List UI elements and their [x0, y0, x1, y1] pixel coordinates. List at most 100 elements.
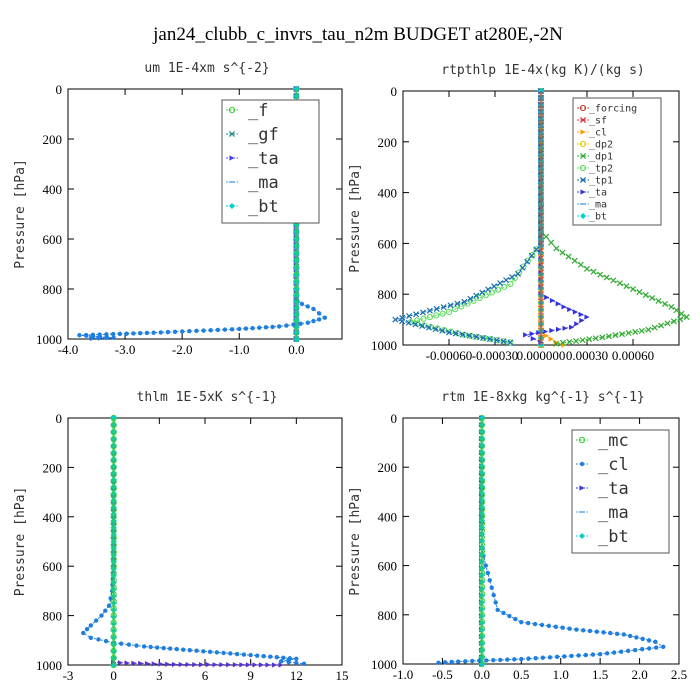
- x-tick-label: 1.5: [592, 667, 608, 682]
- series-tp2-marker: [524, 257, 531, 264]
- legend-label: _sf: [589, 116, 607, 127]
- series-unnamed-marker: [137, 331, 143, 336]
- series-tp1-marker: [426, 307, 433, 314]
- series-unnamed-marker: [311, 318, 316, 324]
- series-unnamed-marker: [305, 320, 310, 325]
- series-cl-marker: [647, 646, 652, 651]
- series-dp1-marker: [661, 300, 668, 307]
- series-unnamed-marker: [305, 304, 310, 309]
- legend-box: [572, 97, 662, 226]
- series-tp2: [407, 87, 545, 346]
- series-cl-marker: [525, 620, 531, 626]
- series-tp1-marker: [509, 273, 516, 281]
- series-cl-marker: [254, 653, 260, 658]
- legend-box: [571, 429, 670, 554]
- series-dp1-marker: [583, 265, 591, 272]
- legend-marker: [580, 129, 586, 135]
- series-cl-marker: [646, 638, 652, 643]
- series-unnamed-marker: [158, 330, 163, 335]
- series-cl-marker: [587, 628, 593, 634]
- series-cl-marker: [134, 643, 139, 648]
- series-unnamed-marker: [222, 327, 228, 332]
- series-unnamed-marker: [257, 325, 262, 330]
- series-tp1-marker: [497, 280, 504, 287]
- series-cl-marker: [519, 619, 524, 625]
- series-unnamed-marker: [229, 327, 235, 332]
- series-cl-marker: [93, 618, 99, 623]
- series-unnamed-line: [79, 298, 326, 339]
- series-tp2-marker: [433, 312, 440, 319]
- series-cl-marker: [141, 644, 147, 649]
- series-dp1-marker: [586, 336, 593, 343]
- y-tick-label: 1000: [36, 658, 62, 673]
- series-dp1-marker: [655, 297, 662, 304]
- series-cl-marker: [533, 655, 538, 661]
- series-ta-marker: [165, 661, 171, 667]
- x-tick-label: 2.5: [671, 667, 687, 682]
- legend-marker: [229, 203, 235, 209]
- series-cl-marker: [625, 648, 631, 654]
- series-cl-marker: [88, 635, 94, 641]
- series-cl-marker: [654, 645, 659, 650]
- series-ta-marker: [572, 309, 579, 315]
- series-cl-marker: [553, 624, 558, 629]
- legend-marker: [578, 436, 586, 444]
- series-cl-marker: [106, 603, 112, 608]
- series-cl-marker: [495, 607, 500, 613]
- series-tp1-marker: [459, 331, 466, 338]
- legend-marker: [579, 485, 585, 491]
- series-tp1-marker: [467, 295, 474, 302]
- x-tick-label: 0: [110, 668, 117, 683]
- series-ta-marker: [178, 661, 184, 668]
- series-dp1-marker: [625, 330, 632, 337]
- series-cl-marker: [594, 629, 599, 634]
- series-unnamed-marker: [322, 315, 328, 320]
- y-tick-label: 800: [378, 287, 398, 302]
- series-cl-marker: [483, 563, 488, 568]
- x-tick-label: 1.0: [553, 667, 569, 682]
- series-unnamed-marker: [208, 328, 213, 333]
- legend-label: _f: [248, 101, 268, 121]
- series-cl-marker: [268, 654, 273, 659]
- series-dp1-marker: [590, 268, 597, 275]
- series-tp1-marker: [454, 300, 461, 307]
- series-cl-marker: [512, 657, 517, 662]
- series-dp1-marker: [579, 337, 586, 344]
- x-tick-label: -0.00030: [472, 348, 519, 363]
- x-tick-label: 15: [336, 668, 349, 683]
- series-cl-marker: [614, 631, 620, 636]
- series-tp1-marker: [473, 333, 480, 340]
- series-cl-marker: [547, 655, 553, 660]
- series-cl-marker: [201, 649, 206, 654]
- series-tp1-line: [395, 91, 542, 343]
- legend-marker: [579, 461, 585, 467]
- series-ta-marker: [579, 317, 585, 324]
- series-cl-marker: [207, 649, 213, 655]
- series-unnamed-marker: [237, 326, 242, 332]
- series-dp1-marker: [592, 335, 599, 342]
- series-ta-marker: [226, 662, 232, 668]
- series-ta-marker: [219, 662, 225, 668]
- series-dp1-marker: [658, 322, 665, 329]
- series-dp1-marker: [548, 239, 555, 246]
- legend-marker: [579, 533, 585, 539]
- series-ta-marker: [574, 321, 580, 327]
- y-tick-label: 200: [378, 135, 398, 150]
- series-cl-marker: [640, 647, 645, 652]
- series-tp1-marker: [447, 302, 454, 309]
- series-ta-marker: [530, 336, 536, 342]
- series-cl-marker: [543, 333, 549, 339]
- series-cl-marker: [608, 630, 613, 636]
- series-tp1-marker: [425, 324, 432, 331]
- series-ta-marker: [536, 330, 542, 336]
- legend-marker: [579, 164, 587, 172]
- series-dp1-marker: [638, 327, 645, 334]
- series-dp1-marker: [610, 277, 617, 284]
- panel-title: um 1E-4xm s^{-2}: [144, 61, 269, 76]
- legend-marker: [228, 130, 236, 138]
- series-ta-marker: [131, 660, 137, 666]
- y-tick-label: 200: [378, 460, 398, 475]
- series-dp1-marker: [553, 245, 560, 252]
- y-tick-label: 800: [43, 609, 63, 624]
